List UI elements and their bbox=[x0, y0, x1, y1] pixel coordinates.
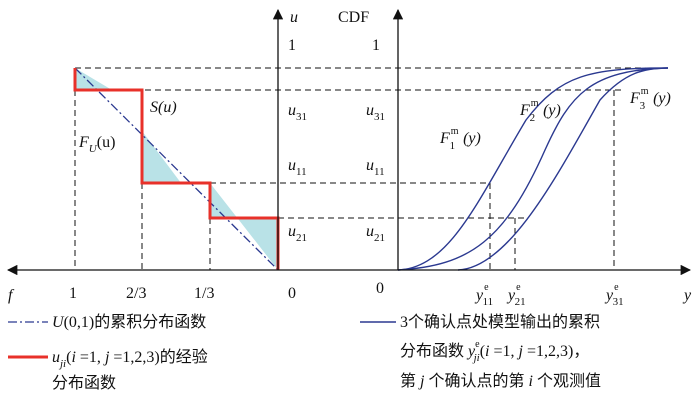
y-axis-label: y bbox=[682, 287, 692, 304]
y-tick-y31: ye 31 bbox=[604, 282, 624, 308]
curve-f1 bbox=[397, 67, 669, 271]
f-tick-2-3: 2/3 bbox=[126, 285, 146, 302]
f-tick-1-3: 1/3 bbox=[194, 285, 214, 302]
guide-lines bbox=[74, 67, 668, 270]
uniform-cdf-line bbox=[74, 67, 279, 271]
cdf-tick-u11: u11 bbox=[366, 157, 385, 178]
shaded-region-3 bbox=[210, 183, 278, 270]
f3-label: Fm 3 (y) bbox=[629, 86, 671, 112]
f-axis-label: f bbox=[8, 287, 15, 304]
f-tick-1: 1 bbox=[69, 285, 77, 302]
cdf-axis-label: CDF bbox=[338, 9, 369, 26]
legend: U(0,1)的累积分布函数 uji(i =1, j =1,2,3)的经验 分布函… bbox=[8, 313, 601, 392]
legend-item-empirical: uji(i =1, j =1,2,3)的经验 bbox=[52, 348, 208, 370]
fu-label: FU(u) bbox=[78, 134, 115, 155]
u-axis-label: u bbox=[290, 9, 298, 26]
cdf-tick-u21: u21 bbox=[366, 223, 385, 244]
legend-item-empirical-line2: 分布函数 bbox=[52, 374, 116, 392]
legend-item-model: 3个确认点处模型输出的累积 bbox=[400, 313, 600, 331]
f2-label: Fm 2 (y) bbox=[519, 98, 561, 124]
origin-label: 0 bbox=[376, 280, 384, 297]
legend-item-model-line3: 第 j 个确认点的第 i 个观测值 bbox=[400, 372, 601, 390]
cdf-tick-u31: u31 bbox=[366, 102, 385, 123]
shaded-region-2 bbox=[142, 131, 181, 183]
curve-f2 bbox=[397, 67, 669, 271]
s-u-label: S(u) bbox=[150, 99, 177, 116]
y-tick-y21: ye 21 bbox=[506, 282, 526, 308]
u-tick-u11: u11 bbox=[288, 157, 307, 178]
y-tick-y11: ye 11 bbox=[474, 282, 493, 308]
cdf-tick-1: 1 bbox=[372, 37, 380, 54]
curve-f3 bbox=[457, 67, 669, 271]
u-tick-1: 1 bbox=[288, 37, 296, 54]
legend-item-model-line2: 分布函数 ye ji(i =1, j =1,2,3)， bbox=[400, 339, 589, 364]
f-tick-0: 0 bbox=[288, 285, 296, 302]
model-cdf-curves bbox=[397, 67, 669, 271]
f1-label: Fm 1 (y) bbox=[439, 126, 481, 152]
legend-item-uniform: U(0,1)的累积分布函数 bbox=[52, 313, 206, 331]
shaded-region-1 bbox=[75, 68, 112, 90]
axes bbox=[6, 8, 692, 276]
u-tick-u31: u31 bbox=[288, 102, 307, 123]
empirical-cdf-step bbox=[73, 68, 280, 270]
u-tick-u21: u21 bbox=[288, 223, 307, 244]
